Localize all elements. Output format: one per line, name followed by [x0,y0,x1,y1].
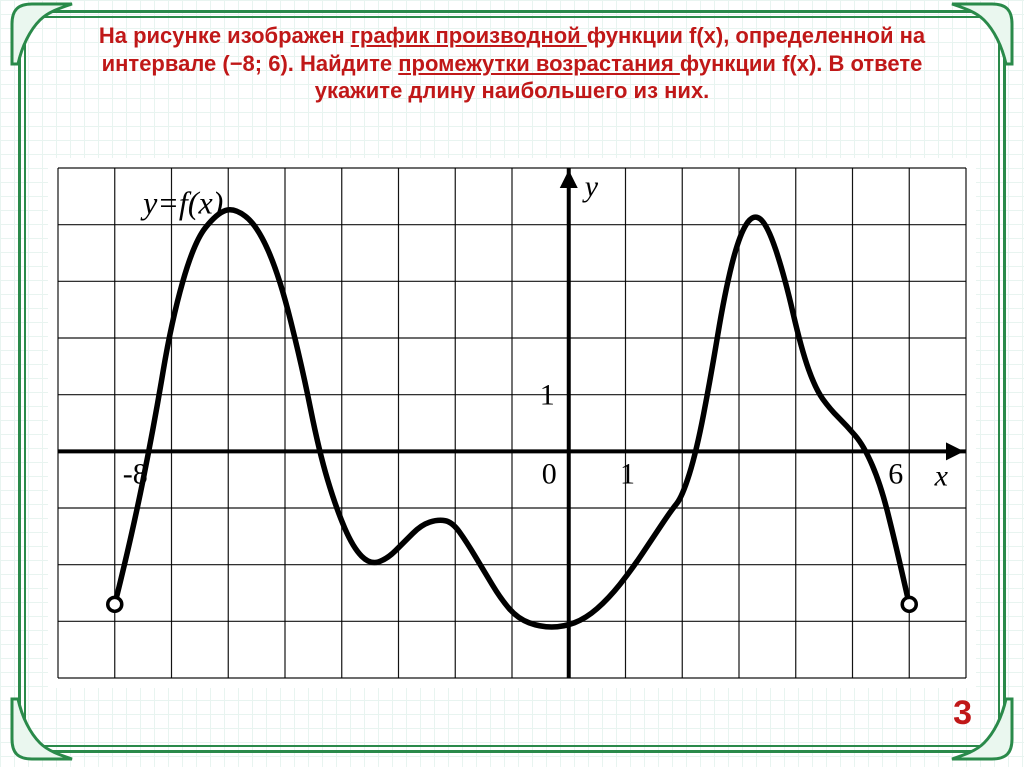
corner-tl-icon [10,2,74,66]
chart-svg: y x y=f(x) -8 0 1 6 1 [48,158,976,688]
svg-text:-8: -8 [123,457,148,490]
corner-bl-icon [10,697,74,761]
svg-text:y=f(x): y=f(x) [140,184,223,220]
svg-text:0: 0 [542,457,557,490]
corner-br-icon [950,697,1014,761]
problem-title: На рисунке изображен график производной … [90,22,934,105]
svg-text:6: 6 [888,457,903,490]
derivative-chart: y x y=f(x) -8 0 1 6 1 [48,158,976,688]
svg-text:1: 1 [620,457,635,490]
corner-tr-icon [950,2,1014,66]
svg-text:y: y [582,170,599,203]
svg-text:1: 1 [540,379,555,412]
svg-text:x: x [934,459,949,492]
